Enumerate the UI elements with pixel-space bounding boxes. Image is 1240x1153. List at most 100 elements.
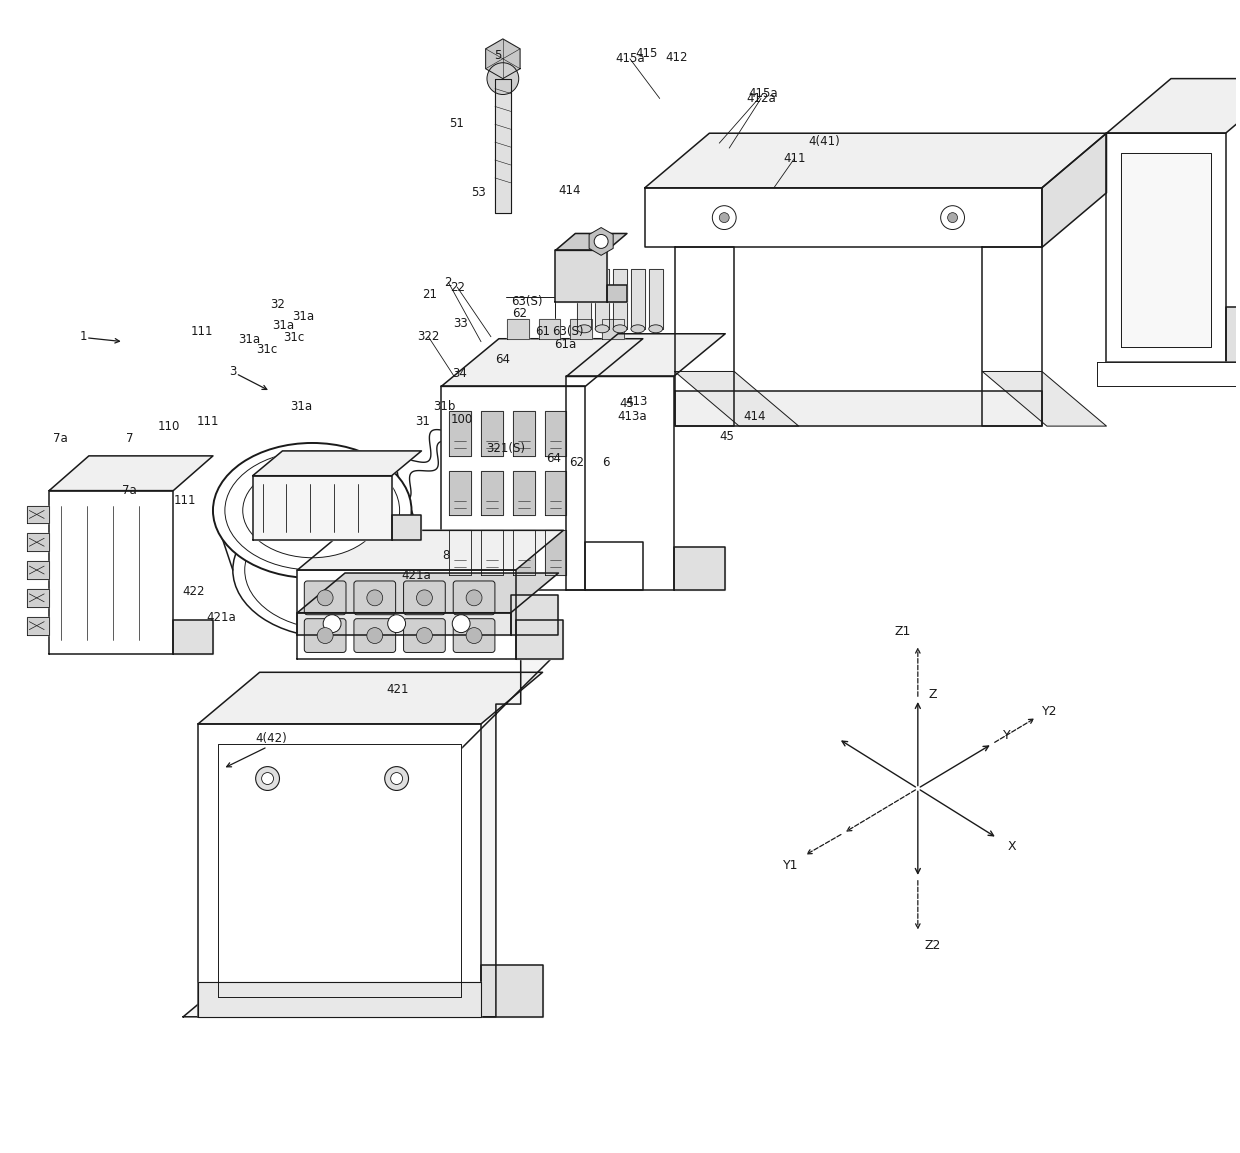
Polygon shape — [486, 39, 520, 78]
Text: 31a: 31a — [273, 319, 295, 332]
Polygon shape — [298, 570, 516, 660]
Polygon shape — [675, 371, 799, 427]
Circle shape — [712, 205, 737, 229]
Text: 7a: 7a — [123, 484, 136, 497]
Polygon shape — [298, 612, 511, 634]
Polygon shape — [675, 391, 1042, 427]
Polygon shape — [27, 505, 50, 523]
Polygon shape — [608, 285, 627, 302]
Text: Z: Z — [929, 687, 937, 701]
Polygon shape — [645, 188, 1042, 248]
Text: 412: 412 — [666, 51, 688, 65]
Polygon shape — [253, 451, 422, 476]
Text: 53: 53 — [471, 187, 485, 199]
Polygon shape — [982, 248, 1042, 427]
Polygon shape — [567, 333, 725, 377]
Polygon shape — [507, 319, 528, 339]
Text: 33: 33 — [453, 317, 467, 331]
Text: 414: 414 — [558, 184, 580, 197]
Polygon shape — [198, 672, 543, 724]
Circle shape — [384, 767, 408, 791]
Polygon shape — [516, 619, 563, 660]
Polygon shape — [218, 744, 461, 997]
Text: 61: 61 — [536, 325, 551, 338]
Text: 45: 45 — [719, 430, 734, 443]
FancyBboxPatch shape — [353, 581, 396, 615]
Polygon shape — [1096, 362, 1235, 386]
Polygon shape — [184, 653, 558, 1017]
Circle shape — [466, 627, 482, 643]
Polygon shape — [441, 386, 585, 590]
Text: 415a: 415a — [748, 86, 777, 100]
Circle shape — [317, 590, 334, 605]
Polygon shape — [513, 412, 534, 455]
Text: 111: 111 — [174, 493, 196, 507]
Text: 422: 422 — [182, 586, 206, 598]
Text: 421a: 421a — [206, 611, 236, 624]
Ellipse shape — [595, 325, 609, 333]
Polygon shape — [567, 377, 673, 590]
Text: 31a: 31a — [290, 400, 312, 413]
Circle shape — [317, 627, 334, 643]
Polygon shape — [544, 412, 567, 455]
Polygon shape — [673, 548, 725, 590]
Polygon shape — [449, 412, 471, 455]
Polygon shape — [481, 412, 503, 455]
Text: 413a: 413a — [618, 409, 647, 423]
Polygon shape — [631, 270, 645, 329]
Ellipse shape — [631, 325, 645, 333]
Ellipse shape — [233, 503, 432, 638]
Polygon shape — [198, 724, 481, 1017]
Polygon shape — [1225, 307, 1240, 362]
Text: 7: 7 — [125, 431, 134, 445]
Polygon shape — [544, 470, 567, 515]
Ellipse shape — [649, 325, 662, 333]
Polygon shape — [50, 455, 213, 491]
Polygon shape — [538, 319, 560, 339]
Circle shape — [367, 627, 383, 643]
Text: 110: 110 — [157, 420, 181, 432]
Polygon shape — [50, 491, 174, 655]
Text: Y1: Y1 — [782, 859, 799, 873]
Polygon shape — [392, 515, 422, 541]
Text: 5: 5 — [495, 50, 501, 62]
Circle shape — [367, 590, 383, 605]
Ellipse shape — [213, 443, 412, 578]
Polygon shape — [613, 270, 627, 329]
Text: 31: 31 — [415, 415, 430, 428]
Text: 51: 51 — [449, 116, 464, 130]
Text: 321(S): 321(S) — [486, 443, 526, 455]
Text: 62: 62 — [512, 308, 527, 321]
Text: X: X — [1008, 839, 1017, 852]
Text: 63(S): 63(S) — [511, 294, 542, 308]
Text: 322: 322 — [417, 330, 440, 344]
Polygon shape — [556, 234, 627, 250]
Polygon shape — [495, 78, 511, 212]
Text: 411: 411 — [784, 151, 806, 165]
Polygon shape — [1106, 78, 1240, 134]
Polygon shape — [1106, 134, 1225, 362]
Polygon shape — [513, 530, 534, 575]
Polygon shape — [645, 134, 1106, 188]
Polygon shape — [649, 270, 662, 329]
Text: Y: Y — [1003, 730, 1011, 743]
Text: 111: 111 — [197, 415, 219, 428]
Polygon shape — [449, 530, 471, 575]
Polygon shape — [513, 470, 534, 515]
Text: 31c: 31c — [283, 331, 304, 345]
Text: 64: 64 — [495, 353, 511, 367]
Text: 31a: 31a — [293, 310, 315, 323]
Text: 415a: 415a — [615, 52, 645, 66]
Polygon shape — [570, 319, 593, 339]
Circle shape — [466, 590, 482, 605]
Text: Z1: Z1 — [895, 625, 911, 638]
Text: 1: 1 — [81, 330, 88, 344]
Ellipse shape — [243, 464, 382, 558]
Text: 421a: 421a — [402, 568, 432, 581]
Ellipse shape — [244, 511, 419, 630]
Polygon shape — [675, 248, 734, 427]
Ellipse shape — [578, 325, 591, 333]
Circle shape — [388, 615, 405, 633]
FancyBboxPatch shape — [304, 581, 346, 615]
Polygon shape — [556, 250, 608, 302]
